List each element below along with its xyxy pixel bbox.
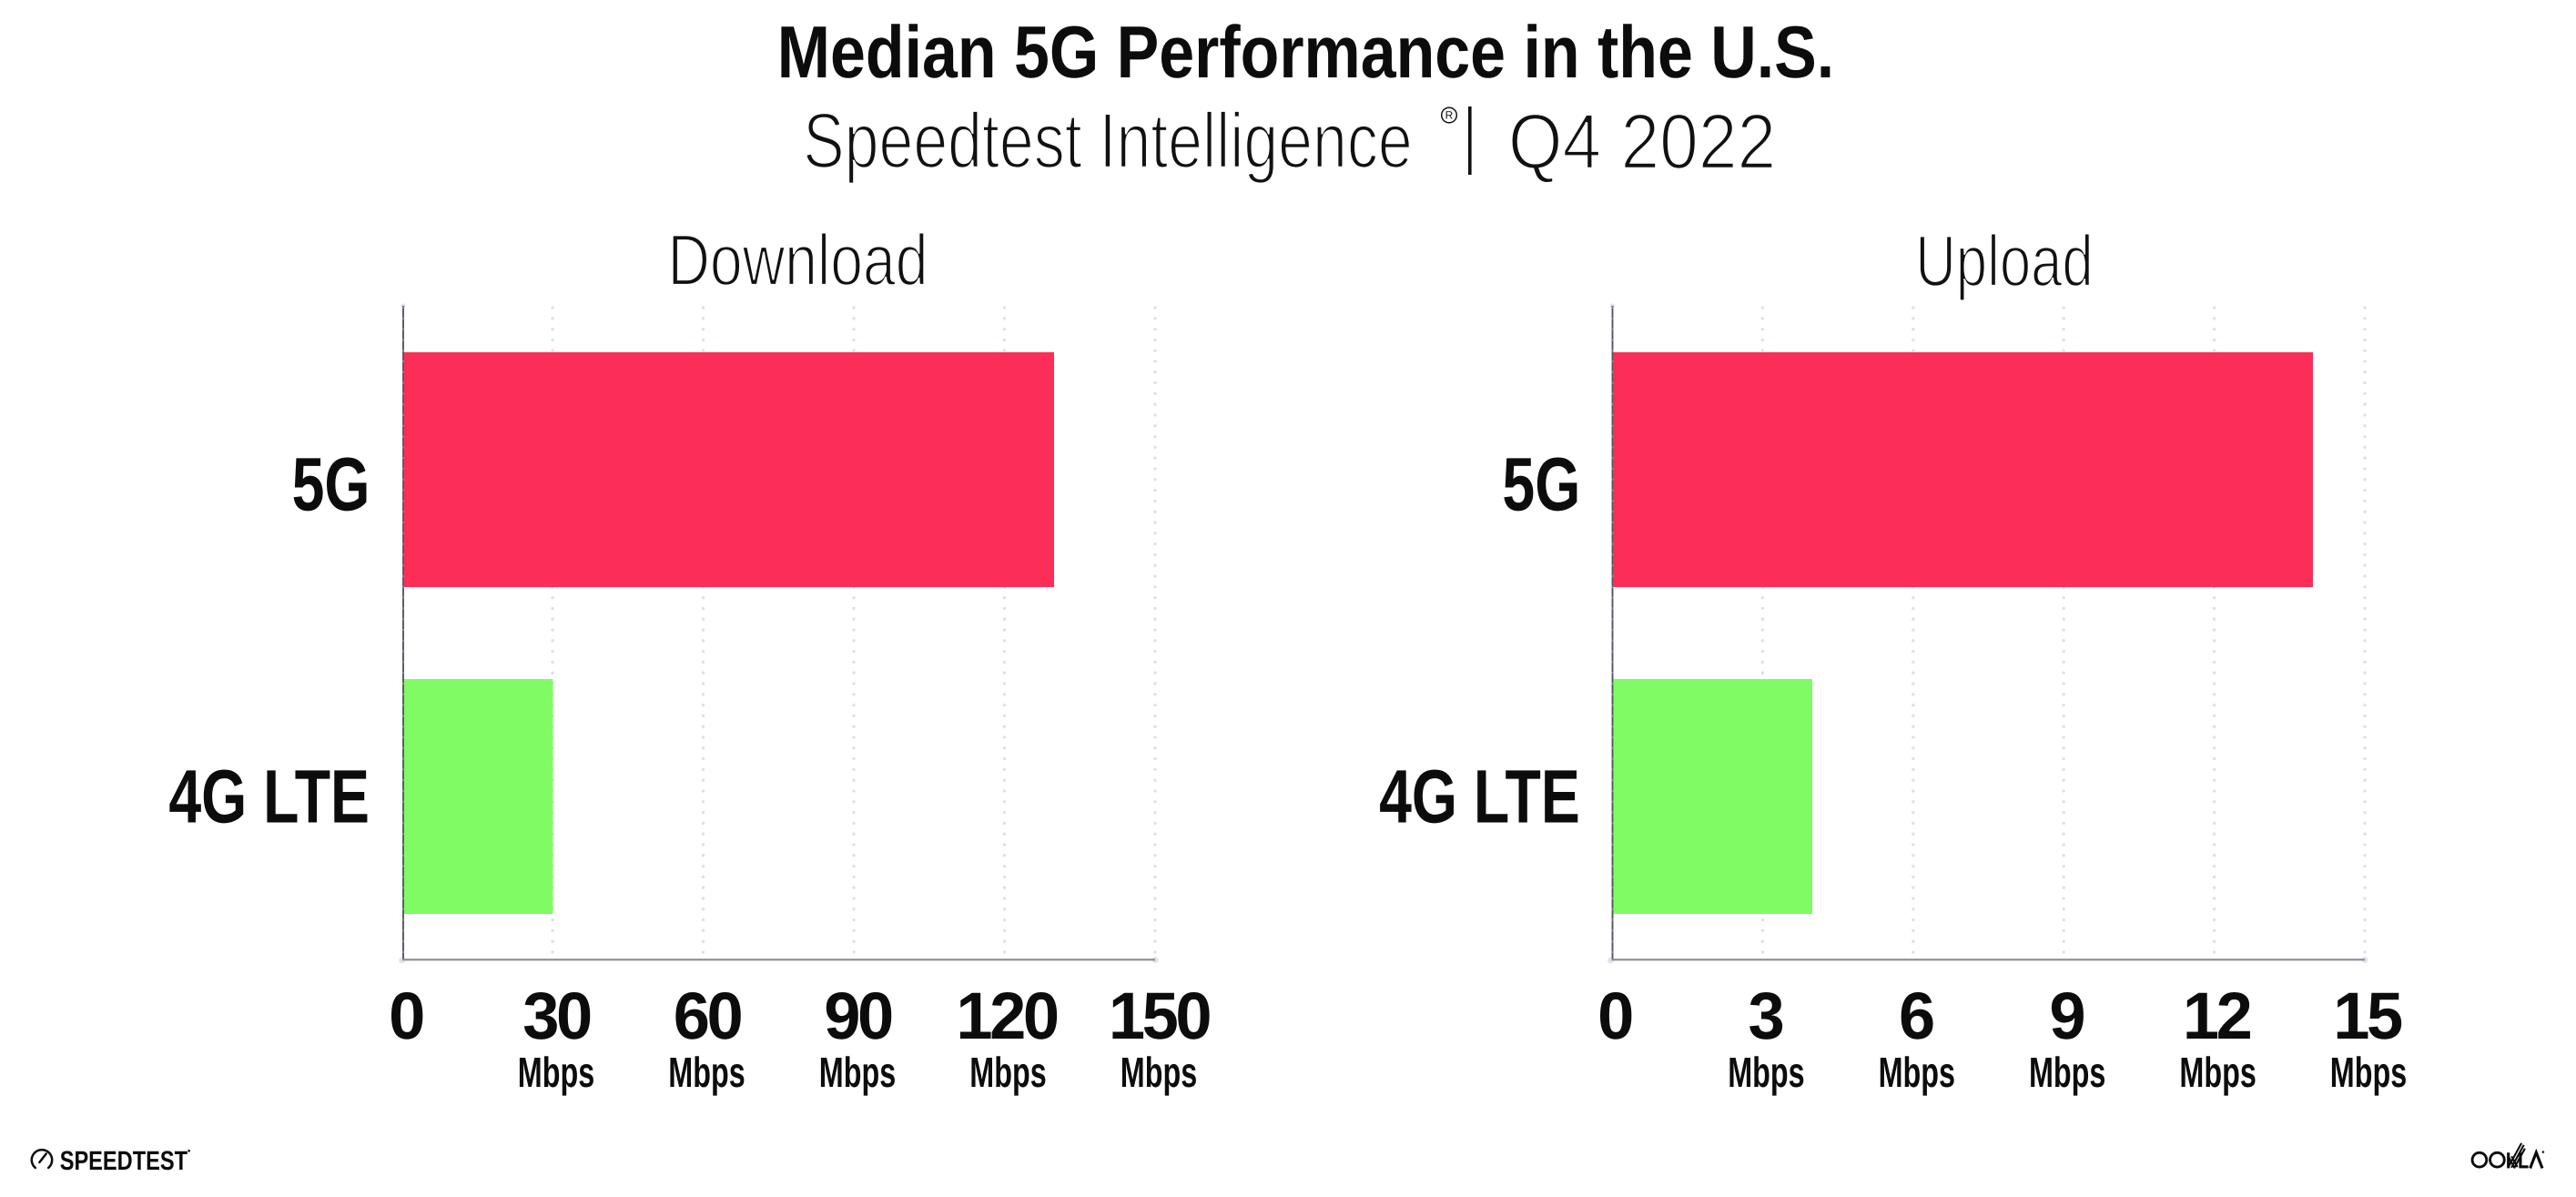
svg-text:Median 5G Performance in the U: Median 5G Performance in the U.S. <box>777 12 1834 94</box>
svg-text:6: 6 <box>1899 979 1933 1053</box>
svg-text:15: 15 <box>2333 979 2401 1053</box>
svg-text:4G LTE: 4G LTE <box>168 755 370 839</box>
svg-text:Mbps: Mbps <box>668 1049 745 1096</box>
svg-text:60: 60 <box>674 979 741 1053</box>
svg-text:Mbps: Mbps <box>1728 1049 1804 1096</box>
svg-text:12: 12 <box>2183 979 2250 1053</box>
svg-text:R: R <box>1445 109 1454 122</box>
svg-text:30: 30 <box>522 979 590 1053</box>
svg-text:5G: 5G <box>292 442 370 527</box>
svg-text:Download: Download <box>667 219 928 300</box>
svg-text:Q4 2022: Q4 2022 <box>1508 98 1776 186</box>
svg-text:Mbps: Mbps <box>1879 1049 1955 1096</box>
svg-text:SPEEDTEST: SPEEDTEST <box>60 1146 188 1176</box>
svg-text:90: 90 <box>824 979 891 1053</box>
svg-text:0: 0 <box>1597 979 1632 1053</box>
svg-text:9: 9 <box>2049 979 2084 1053</box>
svg-text:3: 3 <box>1749 979 1783 1053</box>
svg-text:Mbps: Mbps <box>2029 1049 2105 1096</box>
svg-text:Mbps: Mbps <box>969 1049 1046 1096</box>
svg-text:120: 120 <box>956 979 1057 1053</box>
svg-text:Speedtest Intelligence: Speedtest Intelligence <box>803 97 1412 185</box>
svg-text:5G: 5G <box>1502 442 1580 527</box>
svg-text:Mbps: Mbps <box>2179 1049 2256 1096</box>
svg-text:Upload: Upload <box>1915 220 2094 301</box>
svg-text:Mbps: Mbps <box>819 1049 896 1096</box>
svg-text:4G LTE: 4G LTE <box>1379 755 1580 839</box>
svg-text:Mbps: Mbps <box>1121 1049 1197 1096</box>
svg-text:Mbps: Mbps <box>518 1049 594 1096</box>
svg-text:0: 0 <box>389 979 423 1053</box>
svg-text:Mbps: Mbps <box>2330 1049 2407 1096</box>
svg-text:150: 150 <box>1109 979 1210 1053</box>
